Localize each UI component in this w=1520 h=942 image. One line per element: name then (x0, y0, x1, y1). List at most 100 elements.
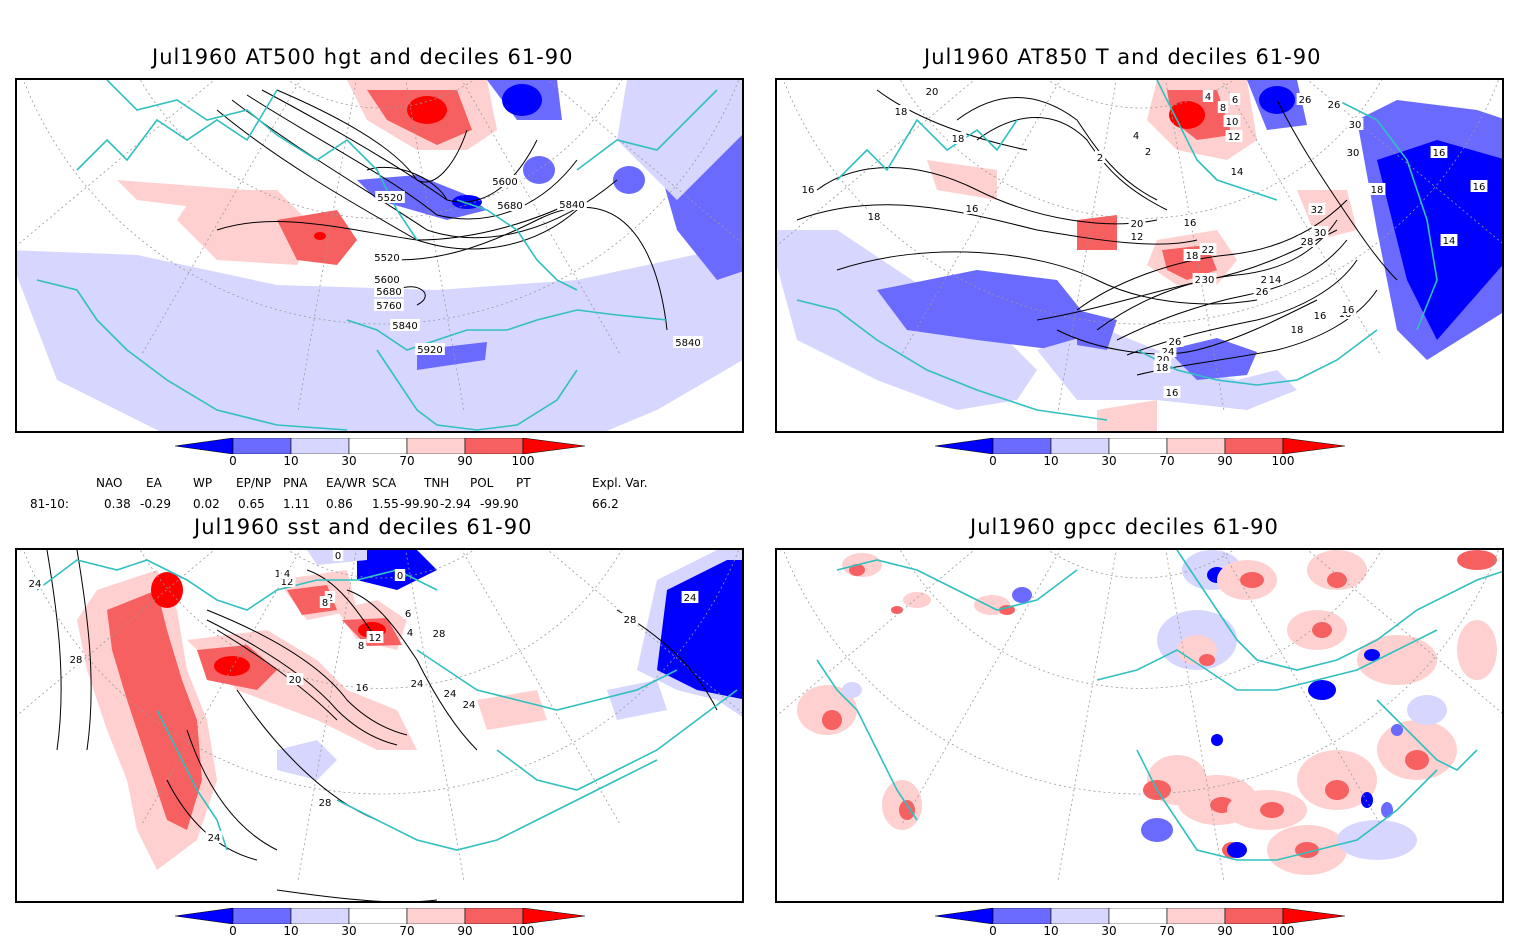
temperature-contour (1126, 259, 1358, 356)
contour-label-bg (1311, 226, 1329, 238)
contour-label-bg (67, 653, 85, 665)
coastline (336, 759, 658, 851)
contour-label: 5600 (490, 175, 520, 188)
index-value: -0.29 (140, 497, 172, 511)
decile-shading (1227, 842, 1247, 858)
colorbar-tick-label: 70 (1159, 924, 1175, 938)
contour-label-text: 5920 (417, 345, 442, 356)
decile-shading (1077, 215, 1117, 250)
contour-label: 4 (404, 626, 416, 639)
contour-label-bg (1153, 361, 1171, 373)
decile-shading (797, 685, 857, 735)
contour-label-bg (557, 198, 587, 210)
contour-label-text: 10 (1226, 117, 1239, 128)
contour-label-text: 24 (684, 593, 697, 604)
contour-label-bg (949, 132, 967, 144)
contour-label: 18 (1153, 361, 1171, 374)
contour-label: 4 (281, 567, 293, 580)
index-value: 66.2 (592, 497, 619, 511)
decile-shading (1457, 620, 1497, 680)
contour-label: 16 (1339, 303, 1357, 316)
graticule-line (380, 550, 465, 883)
colorbar-swatch (992, 438, 1052, 454)
contour-label: 6 (1229, 93, 1241, 106)
decile-shading (357, 175, 487, 220)
map-gpcc (775, 548, 1504, 903)
contour-label: 18 (1368, 183, 1386, 196)
contour-label: 30 (1344, 146, 1362, 159)
contour-label-text: 24 (29, 579, 42, 590)
colorbar-swatch (464, 908, 524, 924)
colorbar-swatch (1224, 438, 1284, 454)
contour-label-text: 30 (1349, 120, 1362, 131)
decile-shading (1407, 695, 1447, 725)
contour-label-bg (1266, 273, 1284, 285)
contour-label-bg (892, 105, 910, 117)
colorbar-swatch (1050, 908, 1110, 924)
contour-label-bg (490, 175, 520, 187)
contour-label: 18 (949, 132, 967, 145)
contour-label: 24 (460, 698, 478, 711)
contour-label-bg (319, 596, 331, 608)
contour-label: 14 (1228, 165, 1246, 178)
colorbar-swatches (175, 908, 585, 924)
contour-label-bg (1183, 249, 1201, 261)
sst-contour (186, 729, 278, 851)
colorbar-tick-label: 10 (1043, 454, 1059, 468)
contour-label-text: 4 (1205, 92, 1211, 103)
graticule-line (102, 550, 660, 689)
graticule-line (1057, 550, 1142, 883)
contour-label-bg (394, 569, 406, 581)
contour-label-text: 5840 (559, 200, 584, 211)
decile-shading (1199, 654, 1215, 666)
contour-label-text: 10 (275, 569, 288, 580)
colorbar-swatch (290, 438, 350, 454)
contour-label-bg (1308, 203, 1326, 215)
contour-label-text: 18 (952, 134, 965, 145)
sst-contour (206, 609, 408, 736)
index-row-label: 81-10: (30, 497, 69, 511)
decile-shading (1337, 820, 1417, 860)
contour-label-bg (1339, 303, 1357, 315)
index-value: -2.94 (440, 497, 472, 511)
graticule-line (17, 80, 382, 105)
contour-label-bg (673, 336, 703, 348)
contour-label-text: 24 (1162, 347, 1175, 358)
contour-label-text: 12 (1228, 132, 1241, 143)
contour-label: 28 (316, 796, 334, 809)
contour-label-text: 32 (1311, 205, 1324, 216)
colorbar-swatch (935, 908, 994, 924)
colorbar-tick-label: 30 (1101, 924, 1117, 938)
contour-label-text: 2 (1145, 147, 1151, 158)
contour-label: 16 (963, 202, 981, 215)
coastline (1136, 749, 1438, 861)
contour-label: 5840 (557, 198, 587, 211)
index-header: EA/WR (326, 476, 367, 490)
contour-label: 28 (621, 613, 639, 626)
colorbar-tick-label: 30 (341, 454, 357, 468)
decile-shading (1012, 587, 1032, 603)
contour-label-bg (1130, 129, 1142, 141)
colorbar-swatches (935, 438, 1345, 454)
contour-label-text: 28 (624, 615, 637, 626)
height-contour (246, 94, 578, 220)
decile-shading (277, 740, 337, 780)
index-header: NAO (96, 476, 123, 490)
height-contour (366, 166, 448, 201)
contour-label-bg (1228, 165, 1246, 177)
contour-label: 5840 (673, 336, 703, 349)
contour-label-text: 6 (1232, 95, 1238, 106)
contour-label-text: 14 (1269, 275, 1282, 286)
contour-label: 16 (1311, 309, 1329, 322)
coastline (1156, 80, 1278, 201)
contour-label: 30 (1346, 118, 1364, 131)
colorbar-tick-label: 10 (1043, 924, 1059, 938)
contour-label-bg (1368, 183, 1386, 195)
contour-label: 8 (1217, 101, 1229, 114)
colorbar-tick-label: 90 (457, 924, 473, 938)
graticule-line (862, 80, 1420, 219)
sst-contour (346, 589, 478, 751)
contour-label-bg (923, 85, 941, 97)
contour-label-text: 12 (281, 577, 294, 588)
height-contour (396, 207, 668, 331)
